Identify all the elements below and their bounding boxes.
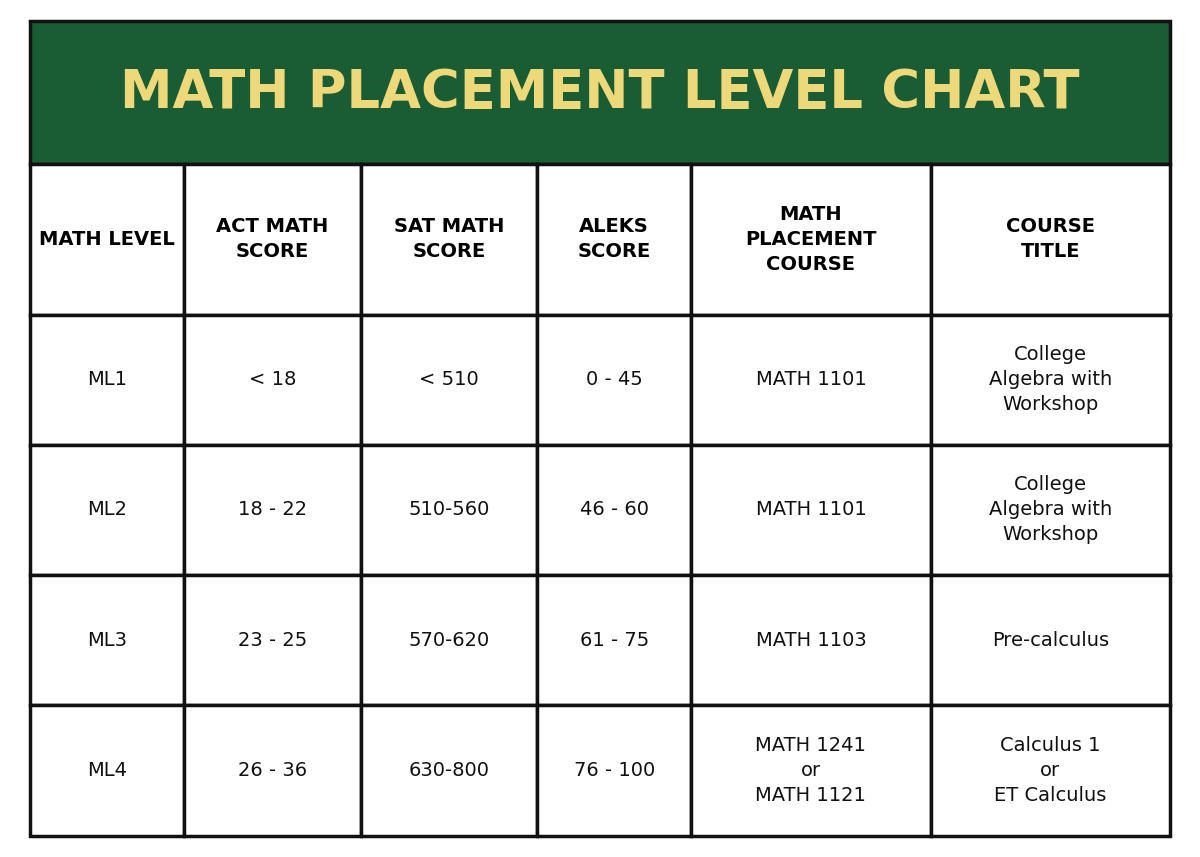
Text: College
Algebra with
Workshop: College Algebra with Workshop xyxy=(989,345,1112,414)
Text: College
Algebra with
Workshop: College Algebra with Workshop xyxy=(989,476,1112,544)
Bar xyxy=(360,315,538,445)
Bar xyxy=(538,315,691,445)
Text: ML1: ML1 xyxy=(86,370,127,389)
Text: 23 - 25: 23 - 25 xyxy=(238,631,307,650)
Text: COURSE
TITLE: COURSE TITLE xyxy=(1006,217,1094,261)
Bar xyxy=(931,164,1170,315)
Text: 61 - 75: 61 - 75 xyxy=(580,631,649,650)
Text: ALEKS
SCORE: ALEKS SCORE xyxy=(577,217,650,261)
Bar xyxy=(931,445,1170,575)
Text: ML2: ML2 xyxy=(86,500,127,519)
Bar xyxy=(30,575,184,705)
Bar xyxy=(30,705,184,836)
Text: 18 - 22: 18 - 22 xyxy=(238,500,307,519)
Text: 76 - 100: 76 - 100 xyxy=(574,761,655,780)
Bar xyxy=(538,575,691,705)
Bar xyxy=(360,164,538,315)
Text: 510-560: 510-560 xyxy=(408,500,490,519)
Text: MATH 1103: MATH 1103 xyxy=(756,631,866,650)
Text: MATH 1101: MATH 1101 xyxy=(756,500,866,519)
Bar xyxy=(691,575,931,705)
Bar xyxy=(538,445,691,575)
Bar xyxy=(30,445,184,575)
Bar xyxy=(30,164,184,315)
Text: MATH LEVEL: MATH LEVEL xyxy=(40,230,175,249)
Bar xyxy=(691,164,931,315)
Text: 570-620: 570-620 xyxy=(408,631,490,650)
Text: 630-800: 630-800 xyxy=(408,761,490,780)
Text: Calculus 1
or
ET Calculus: Calculus 1 or ET Calculus xyxy=(994,736,1106,805)
Text: 46 - 60: 46 - 60 xyxy=(580,500,649,519)
Bar xyxy=(538,164,691,315)
Bar xyxy=(184,164,361,315)
Text: ACT MATH
SCORE: ACT MATH SCORE xyxy=(216,217,329,261)
Bar xyxy=(538,705,691,836)
Text: MATH 1101: MATH 1101 xyxy=(756,370,866,389)
Text: < 510: < 510 xyxy=(419,370,479,389)
Bar xyxy=(184,575,361,705)
Text: MATH 1241
or
MATH 1121: MATH 1241 or MATH 1121 xyxy=(756,736,866,805)
Text: Pre-calculus: Pre-calculus xyxy=(991,631,1109,650)
Bar xyxy=(184,705,361,836)
Bar xyxy=(360,705,538,836)
Text: 26 - 36: 26 - 36 xyxy=(238,761,307,780)
Bar xyxy=(931,575,1170,705)
Bar xyxy=(360,575,538,705)
Text: SAT MATH
SCORE: SAT MATH SCORE xyxy=(394,217,504,261)
Text: ML4: ML4 xyxy=(86,761,127,780)
Bar xyxy=(931,315,1170,445)
Bar xyxy=(931,705,1170,836)
Bar xyxy=(184,445,361,575)
Text: < 18: < 18 xyxy=(248,370,296,389)
Text: MATH PLACEMENT LEVEL CHART: MATH PLACEMENT LEVEL CHART xyxy=(120,67,1080,118)
Bar xyxy=(691,315,931,445)
Text: 0 - 45: 0 - 45 xyxy=(586,370,643,389)
Bar xyxy=(691,705,931,836)
Text: ML3: ML3 xyxy=(86,631,127,650)
Bar xyxy=(691,445,931,575)
Text: MATH
PLACEMENT
COURSE: MATH PLACEMENT COURSE xyxy=(745,205,877,273)
Bar xyxy=(184,315,361,445)
Bar xyxy=(30,315,184,445)
Bar xyxy=(30,21,1170,164)
Bar xyxy=(360,445,538,575)
